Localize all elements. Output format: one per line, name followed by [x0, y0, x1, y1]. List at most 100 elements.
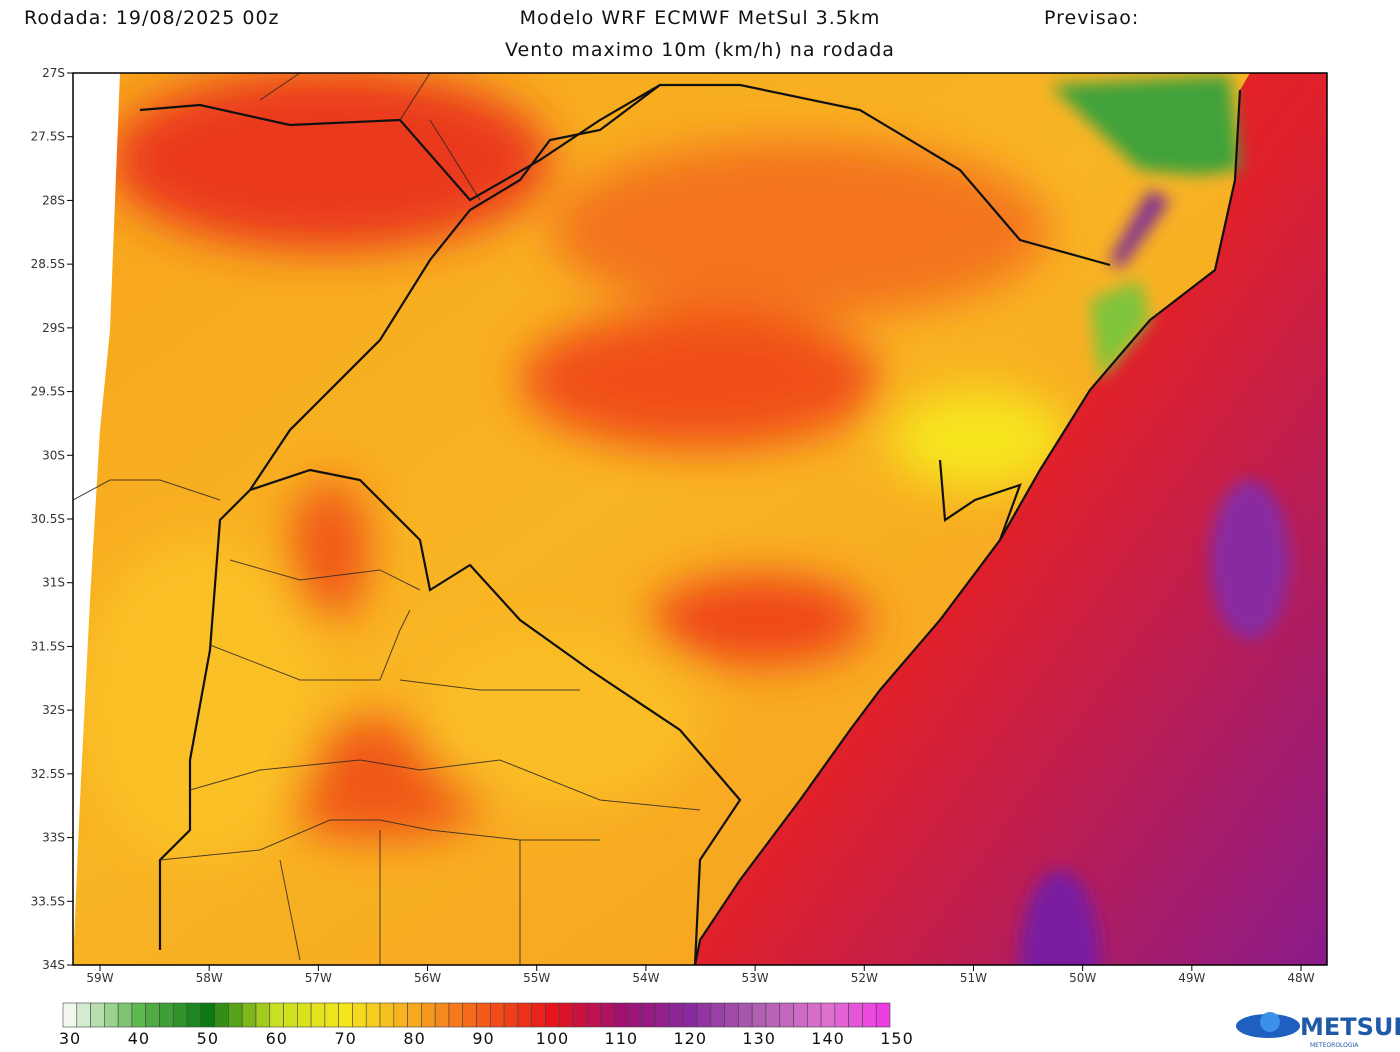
lon-label: 53W: [742, 971, 769, 985]
colorbar-cell: [820, 1002, 836, 1028]
lat-label: 28S: [42, 193, 65, 207]
axes: 27S 27.5S 28S 28.5S 29S 29.5S 30S 30.5S 31S 31.5S…: [31, 66, 1315, 985]
colorbar-label: 50: [197, 1029, 219, 1048]
logo: METSUL METEOROLOGIA: [1236, 1012, 1400, 1049]
lat-label: 29S: [42, 321, 65, 335]
colorbar-cell: [531, 1002, 546, 1028]
colorbar-cell: [228, 1002, 243, 1028]
colorbar-cell: [365, 1002, 381, 1028]
colorbar-cell: [434, 1002, 450, 1028]
colorbar-label: 100: [536, 1029, 570, 1048]
run-label: Rodada: 19/08/2025 00z: [24, 7, 280, 29]
lat-label: 33S: [42, 831, 65, 845]
colorbar-cell: [159, 1002, 174, 1028]
lon-label: 59W: [86, 971, 113, 985]
colorbar-cell: [104, 1002, 119, 1028]
colorbar-label: 70: [334, 1029, 356, 1048]
colorbar-label: 150: [880, 1029, 914, 1048]
lat-label: 32S: [42, 703, 65, 717]
borders: [139, 83, 1242, 965]
lat-label: 27.5S: [31, 130, 65, 144]
colorbar-label: 90: [472, 1029, 494, 1048]
colorbar-cell: [558, 1002, 574, 1028]
colorbar-cell: [806, 1002, 822, 1028]
colorbar-cell: [682, 1002, 698, 1028]
lon-label: 56W: [414, 971, 441, 985]
colorbar-label: 60: [266, 1029, 288, 1048]
colorbar-cell: [669, 1002, 684, 1028]
colorbar-cell: [407, 1002, 422, 1028]
colorbar-cell: [379, 1002, 395, 1028]
model-title: Modelo WRF ECMWF MetSul 3.5km: [520, 7, 881, 29]
colorbar-cell: [572, 1002, 588, 1028]
lon-label: 48W: [1287, 971, 1314, 985]
lat-label: 28.5S: [31, 257, 65, 271]
colorbar: 30 40 50 60 70 80 90 100 110 120 130 140 150: [59, 1002, 914, 1048]
colorbar-cell: [200, 1002, 215, 1028]
subtitle: Vento maximo 10m (km/h) na rodada: [505, 39, 895, 61]
colorbar-cell: [186, 1002, 202, 1028]
colorbar-cell: [710, 1002, 725, 1028]
colorbar-cell: [489, 1002, 505, 1028]
colorbar-cell: [476, 1002, 491, 1028]
colorbar-cell: [600, 1002, 615, 1028]
lon-label: 50W: [1069, 971, 1096, 985]
colorbar-cell: [421, 1002, 436, 1028]
colorbar-cell: [779, 1002, 794, 1028]
colorbar-cell: [614, 1002, 629, 1028]
lat-label: 30.5S: [31, 512, 65, 526]
colorbar-cell: [545, 1002, 560, 1028]
colorbar-label: 80: [403, 1029, 425, 1048]
colorbar-cell: [352, 1002, 367, 1028]
colorbar-cell: [324, 1002, 339, 1028]
lon-label: 55W: [523, 971, 550, 985]
colorbar-cell: [793, 1002, 808, 1028]
lat-label: 31S: [42, 576, 65, 590]
colorbar-cell: [172, 1002, 188, 1028]
lat-label: 33.5S: [31, 894, 65, 908]
colorbar-cell: [145, 1002, 160, 1028]
logo-name: METSUL: [1300, 1013, 1400, 1041]
colorbar-cell: [283, 1002, 298, 1028]
colorbar-cell: [269, 1002, 284, 1028]
colorbar-cell: [627, 1002, 643, 1028]
lat-label: 29.5S: [31, 385, 65, 399]
lon-label: 57W: [305, 971, 332, 985]
colorbar-cell: [655, 1002, 670, 1028]
lon-label: 58W: [196, 971, 223, 985]
lat-label: 30S: [42, 448, 65, 462]
lat-label: 34S: [42, 958, 65, 972]
colorbar-cell: [255, 1002, 271, 1028]
colorbar-cell: [393, 1002, 408, 1028]
colorbar-cell: [131, 1002, 147, 1028]
colorbar-cell: [696, 1002, 712, 1028]
lon-label: 51W: [960, 971, 987, 985]
colorbar-cell: [214, 1002, 229, 1028]
colorbar-cell: [724, 1002, 739, 1028]
colorbar-cell: [76, 1002, 91, 1028]
lon-label: 52W: [851, 971, 878, 985]
colorbar-cell: [117, 1002, 133, 1028]
colorbar-cell: [241, 1002, 257, 1028]
lat-label: 32.5S: [31, 767, 65, 781]
colorbar-label: 140: [811, 1029, 845, 1048]
colorbar-cell: [338, 1002, 353, 1028]
colorbar-label: 120: [673, 1029, 707, 1048]
colorbar-label: 130: [742, 1029, 776, 1048]
colorbar-cell: [834, 1002, 849, 1028]
colorbar-cell: [517, 1002, 532, 1028]
colorbar-cell: [641, 1002, 656, 1028]
colorbar-cell: [875, 1002, 891, 1028]
colorbar-cell: [462, 1002, 477, 1028]
colorbar-cell: [765, 1002, 781, 1028]
wind-field: [73, 73, 1327, 965]
lon-label: 54W: [632, 971, 659, 985]
lon-label: 49W: [1178, 971, 1205, 985]
logo-tagline: METEOROLOGIA: [1310, 1042, 1359, 1049]
colorbar-label: 30: [59, 1029, 81, 1048]
colorbar-cell: [90, 1002, 105, 1028]
colorbar-cell: [297, 1002, 312, 1028]
lat-label: 27S: [42, 66, 65, 80]
